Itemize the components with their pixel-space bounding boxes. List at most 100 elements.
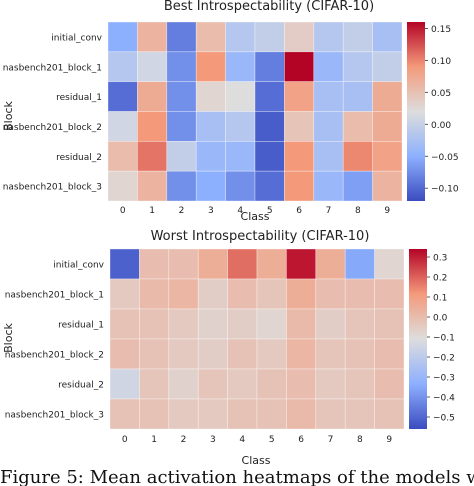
heatmap-cell	[284, 81, 315, 112]
heatmap-cell	[225, 81, 256, 112]
heatmap-cell	[286, 368, 317, 400]
column-label: 2	[179, 206, 185, 216]
heatmap-cell	[315, 248, 346, 280]
heatmap-cell	[137, 21, 168, 53]
heatmap-cell	[344, 278, 375, 310]
heatmap-cell	[313, 141, 344, 172]
colorbar-tick-label: −0.10	[431, 185, 459, 195]
heatmap-cell	[225, 21, 256, 53]
heatmap-cell	[195, 170, 226, 202]
heatmap-cell	[195, 111, 226, 142]
heatmap-cell	[342, 21, 373, 53]
heatmap-cell	[139, 308, 170, 340]
heatmap-cell	[284, 51, 315, 82]
heatmap-cell	[254, 81, 285, 112]
colorbar-tick-label: 0.0	[433, 314, 448, 324]
heatmap-cell	[109, 278, 140, 310]
heatmap-cell	[256, 278, 287, 310]
figure-canvas: Best Introspectability (CIFAR-10) initia…	[2, 0, 459, 467]
heatmap-cell	[227, 398, 258, 430]
heatmap-cell	[168, 278, 199, 310]
column-label: 3	[210, 435, 216, 445]
heatmap-cell	[109, 398, 140, 430]
heatmap-cell	[342, 141, 373, 172]
heatmap-cell	[139, 278, 170, 310]
column-labels-worst: 0 1 2 3 4 5 6 7 8 9	[122, 435, 393, 445]
x-axis-label-best: Class	[241, 210, 270, 223]
heatmap-cell	[286, 308, 317, 340]
heatmap-cell	[195, 81, 226, 112]
column-label: 7	[328, 435, 334, 445]
heatmap-cell	[374, 308, 405, 340]
heatmap-cell	[372, 51, 403, 82]
heatmap-cell	[197, 248, 228, 280]
heatmap-cell	[166, 21, 197, 53]
heatmap-cell	[109, 248, 140, 280]
heatmap-cell	[256, 398, 287, 430]
colorbar-tick-label: −0.05	[431, 153, 459, 163]
column-label: 2	[181, 435, 187, 445]
heatmap-cell	[107, 141, 138, 172]
heatmap-cell	[107, 21, 138, 53]
heatmap-cell	[286, 248, 317, 280]
row-label: nasbench201_block_1	[5, 291, 104, 301]
heatmap-cell	[313, 170, 344, 202]
colorbar-ticks-worst: 0.3 0.2 0.1 0.0 −0.1 −0.2 −0.3 −0.4 −0.5	[427, 254, 455, 424]
heatmap-cell	[168, 308, 199, 340]
heatmap-cell	[374, 398, 405, 430]
heatmap-cell	[225, 170, 256, 202]
y-axis-label-worst: Block	[2, 323, 15, 353]
column-label: 0	[120, 206, 126, 216]
heatmap-cell	[342, 51, 373, 82]
chart-title-worst: Worst Introspectability (CIFAR-10)	[151, 229, 370, 244]
heatmap-cell	[197, 338, 228, 370]
heatmap-cell	[372, 141, 403, 172]
heatmap-cell	[137, 51, 168, 82]
heatmap-cell	[254, 141, 285, 172]
heatmap-cell	[225, 111, 256, 142]
column-label: 7	[326, 206, 332, 216]
row-label: residual_2	[56, 153, 102, 163]
column-label: 5	[269, 435, 275, 445]
column-label: 4	[239, 435, 245, 445]
row-label: nasbench201_block_2	[3, 123, 102, 133]
heatmap-cell	[197, 368, 228, 400]
heatmap-cell	[168, 248, 199, 280]
heatmap-cell	[344, 398, 375, 430]
heatmap-cell	[344, 248, 375, 280]
column-label: 4	[237, 206, 243, 216]
column-label: 6	[298, 435, 304, 445]
column-label: 8	[355, 206, 361, 216]
colorbar-tick-label: 0.3	[433, 254, 447, 264]
heatmap-cell	[254, 170, 285, 202]
column-label: 3	[208, 206, 214, 216]
heatmap-cell	[195, 51, 226, 82]
heatmap-cell	[315, 368, 346, 400]
column-label: 8	[357, 435, 363, 445]
heatmap-cell	[166, 111, 197, 142]
heatmap-cell	[372, 81, 403, 112]
column-label: 5	[267, 206, 273, 216]
heatmap-cell	[372, 111, 403, 142]
heatmap-cell	[256, 338, 287, 370]
heatmap-cell	[344, 338, 375, 370]
heatmap-cell	[197, 308, 228, 340]
heatmap-cell	[342, 170, 373, 202]
heatmap-cell	[225, 51, 256, 82]
row-label: nasbench201_block_1	[3, 63, 102, 73]
heatmap-cell	[313, 111, 344, 142]
heatmap-cell	[225, 141, 256, 172]
heatmap-cell	[256, 248, 287, 280]
heatmap-cell	[137, 111, 168, 142]
heatmap-cell	[227, 368, 258, 400]
row-label: residual_1	[56, 93, 102, 103]
column-label: 9	[384, 206, 390, 216]
heatmap-cell	[284, 111, 315, 142]
heatmap-cell	[109, 338, 140, 370]
heatmap-cell	[286, 338, 317, 370]
heatmap-cell	[372, 21, 403, 53]
heatmap-cell	[137, 170, 168, 202]
heatmap-cell	[254, 111, 285, 142]
colorbar-tick-label: −0.4	[433, 394, 455, 404]
heatmap-cell	[195, 141, 226, 172]
